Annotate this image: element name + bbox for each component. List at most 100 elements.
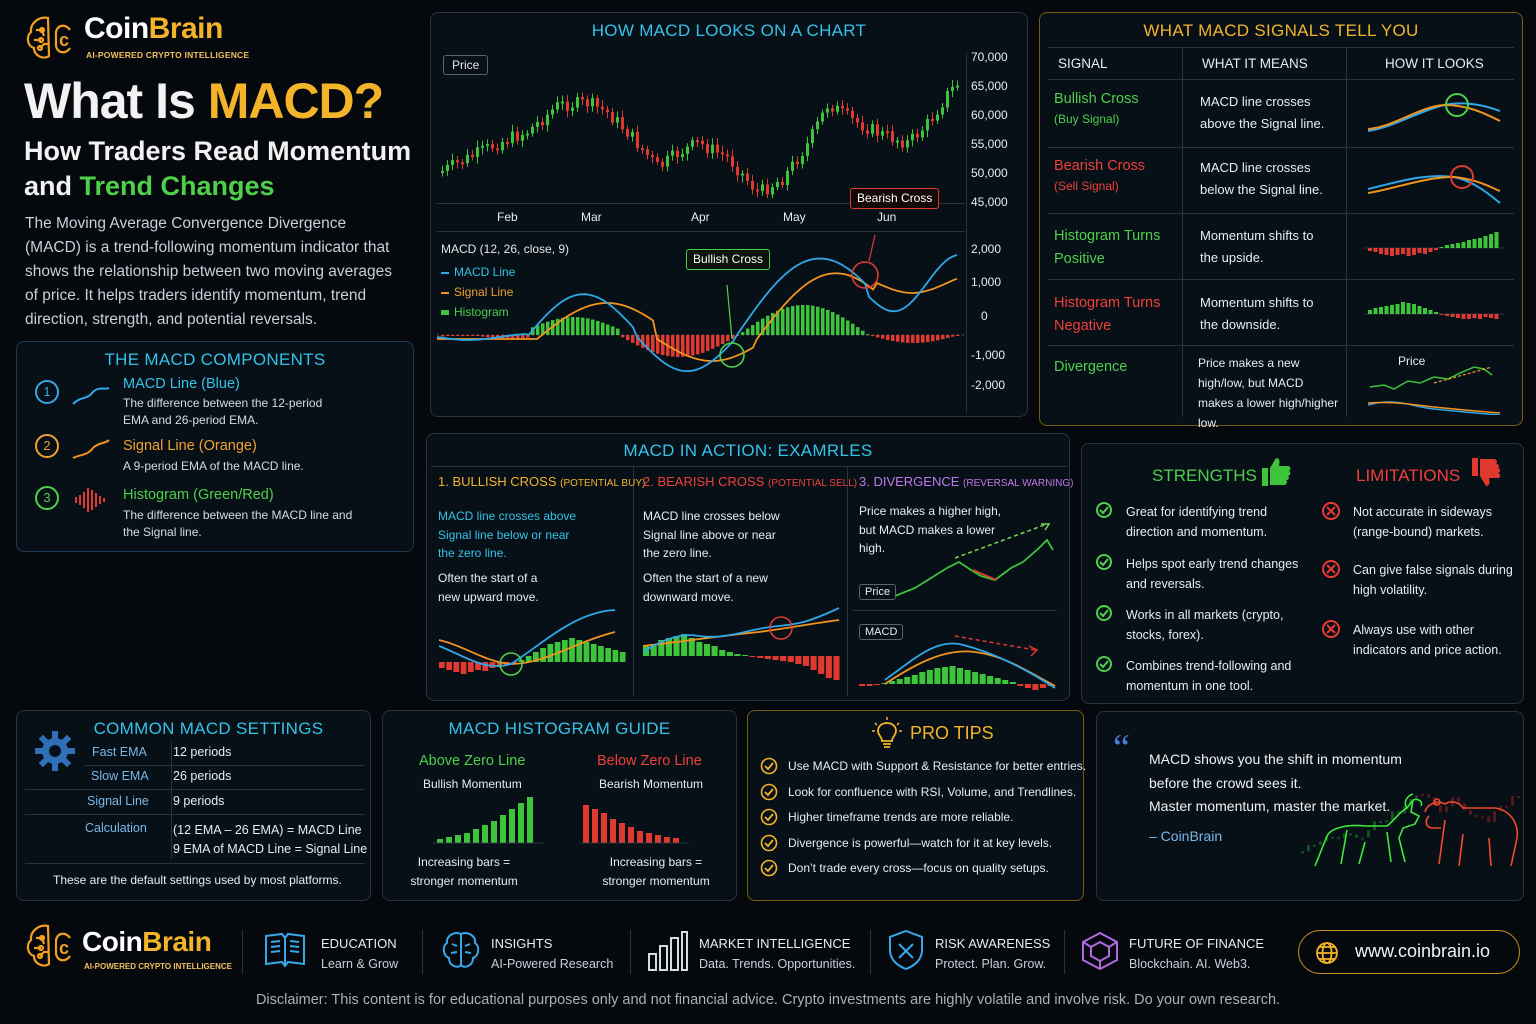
thumbs-down-icon <box>1472 458 1501 486</box>
example-tag: (POTENTIAL SELL) <box>768 478 858 489</box>
example-hist-bar <box>904 677 911 684</box>
background-candle <box>1319 841 1322 845</box>
histogram-bar <box>466 335 470 336</box>
candle <box>536 121 539 127</box>
website-url: www.coinbrain.io <box>1355 941 1491 961</box>
histogram-bar <box>481 335 485 337</box>
guide-bar <box>619 823 625 843</box>
signal-line-icon <box>72 439 110 459</box>
components-title: THE MACD COMPONENTS <box>104 350 326 369</box>
histogram-bar <box>506 335 510 339</box>
histogram-guide-title: MACD HISTOGRAM GUIDE <box>448 719 671 738</box>
component-name-3: Histogram (Green/Red) <box>123 487 274 503</box>
histogram-bar <box>811 305 815 335</box>
component-number-1: 1 <box>35 380 59 404</box>
example-hist-bar <box>818 656 825 674</box>
histogram-bar <box>681 335 685 357</box>
histogram-bar <box>841 317 845 335</box>
candle <box>921 130 924 138</box>
example-hist-bar <box>889 681 896 684</box>
histogram-bar <box>576 317 580 335</box>
mini-hist-bar <box>1379 248 1383 254</box>
candle <box>851 110 854 118</box>
candle <box>656 157 659 162</box>
strength-item <box>1096 554 1112 575</box>
mini-hist-bar <box>1456 314 1460 318</box>
guide-bar <box>583 805 589 843</box>
example-hist-bar <box>719 650 726 656</box>
candle <box>481 145 484 148</box>
histogram-bar <box>816 306 820 335</box>
background-candle <box>1511 796 1514 806</box>
example-hist-bar <box>964 670 971 684</box>
candle <box>711 144 714 154</box>
candle <box>526 133 529 136</box>
mini-hist-bar <box>1461 242 1466 248</box>
candle <box>766 184 769 195</box>
candle <box>741 173 744 176</box>
histogram-bar <box>911 335 915 343</box>
candle <box>546 114 549 126</box>
mini-hist-bar <box>1406 248 1411 256</box>
histogram-bar <box>851 323 855 335</box>
background-candle <box>1313 844 1316 847</box>
example-head: 1. BULLISH CROSS <box>438 474 557 489</box>
signals-header-looks: HOW IT LOOKS <box>1385 56 1484 71</box>
signals-panel: WHAT MACD SIGNALS TELL YOU SIGNAL WHAT I… <box>1039 12 1523 430</box>
example-hist-bar <box>1039 684 1046 688</box>
x-circle-icon <box>1322 560 1340 578</box>
brand-tagline: AI-POWERED CRYPTO INTELLIGENCE <box>86 50 250 60</box>
mini-hist-bar <box>1395 248 1400 255</box>
mini-hist-bar <box>1450 244 1455 248</box>
candle <box>446 164 449 171</box>
x-circle-icon <box>1322 620 1340 638</box>
mini-hist-bar <box>1445 245 1449 248</box>
page-subtitle-line1: How Traders Read Momentum <box>24 136 412 166</box>
background-candle <box>1337 837 1340 840</box>
histogram-negative-mini-icon <box>1364 302 1504 319</box>
candle <box>821 112 824 122</box>
background-candle <box>1505 805 1508 808</box>
pro-tip-text: Don’t trade every cross—focus on quality… <box>788 861 1049 875</box>
histogram-bar <box>676 335 680 357</box>
mini-hist-bar <box>1384 248 1389 255</box>
candle <box>531 126 534 134</box>
example-bullish-note: Often the start of a new upward move. <box>438 571 539 604</box>
pro-tip-item: Don’t trade every cross—focus on quality… <box>760 859 1080 885</box>
mini-hist-bar <box>1428 248 1433 252</box>
candle <box>786 170 789 186</box>
signal-sub: (Sell Signal) <box>1054 179 1119 193</box>
candle <box>511 131 514 144</box>
website-link[interactable]: www.coinbrain.io <box>1298 930 1520 974</box>
histogram-bar <box>636 335 640 346</box>
histogram-bar <box>926 335 930 343</box>
histogram-bar <box>591 319 595 335</box>
histogram-bar <box>821 308 825 335</box>
quote-line: MACD shows you the shift in momentum <box>1149 751 1402 767</box>
histogram-bar <box>566 317 570 335</box>
background-candle <box>1493 811 1496 822</box>
example-hist-bar <box>934 668 941 684</box>
guide-bar <box>482 825 488 843</box>
histogram-bar <box>861 330 865 335</box>
example-hist-bar <box>734 654 741 656</box>
pro-tips-panel: PRO TIPS Use MACD with Support & Resista… <box>747 710 1086 901</box>
example-head: 2. BEARISH CROSS <box>643 474 765 489</box>
histogram-bar <box>751 325 755 335</box>
histogram-bar <box>441 335 445 337</box>
hist-below-sub: Bearish Momentum <box>599 777 704 791</box>
histogram-bar <box>806 305 810 335</box>
candle <box>501 142 504 151</box>
histogram-bar <box>946 335 950 338</box>
example-hist-bar <box>482 662 489 671</box>
bullish-cross-mini-icon <box>1367 93 1501 132</box>
histogram-bar <box>866 334 870 336</box>
component-name-2: Signal Line (Orange) <box>123 438 257 454</box>
guide-bar <box>509 809 515 843</box>
macd-chart-title: HOW MACD LOOKS ON A CHART <box>591 21 867 40</box>
guide-bar <box>601 813 607 843</box>
background-candle <box>1463 803 1466 811</box>
page-subtitle-highlight: Trend Changes <box>79 171 275 201</box>
candle <box>461 162 464 165</box>
histogram-bar <box>721 335 725 344</box>
